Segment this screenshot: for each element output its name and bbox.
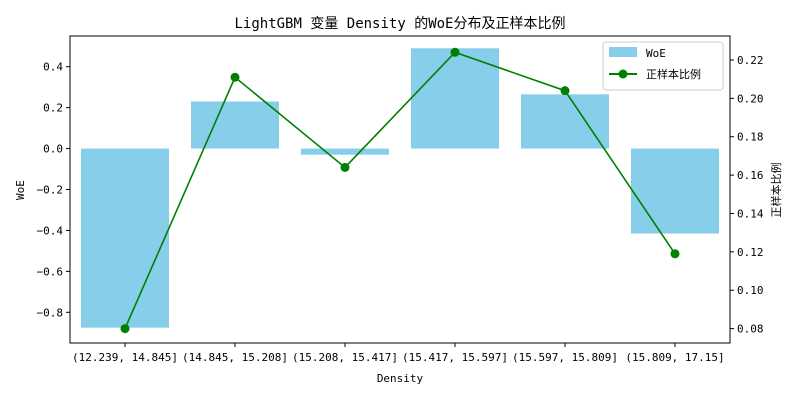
y-tick-label: 0.2 xyxy=(43,102,63,115)
positive-ratio-line xyxy=(124,51,676,329)
right-axis-ticks: 0.08 0.10 0.12 0.14 0.16 0.18 0.20 0.22 xyxy=(730,54,764,336)
y2-tick-label: 0.10 xyxy=(737,284,764,297)
bar-series-group xyxy=(81,48,719,328)
legend-ratio-label: 正样本比例 xyxy=(646,67,701,81)
positive-ratio-point xyxy=(670,249,680,259)
y2-tick-label: 0.20 xyxy=(737,92,764,105)
legend: WoE 正样本比例 xyxy=(602,41,724,91)
positive-ratio-point xyxy=(560,86,570,96)
y2-tick-label: 0.22 xyxy=(737,54,764,67)
legend-ratio-marker xyxy=(618,69,628,79)
y2-tick-label: 0.08 xyxy=(737,323,764,336)
left-axis-ticks: −0.8 −0.6 −0.4 −0.2 0.0 0.2 0.4 xyxy=(37,61,70,319)
positive-ratio-point xyxy=(120,324,130,334)
y-tick-label: −0.6 xyxy=(37,265,64,278)
x-axis-label: Density xyxy=(377,372,424,385)
legend-woe-label: WoE xyxy=(646,47,666,60)
x-tick-label: (14.845, 15.208] xyxy=(182,351,288,364)
woe-bar xyxy=(411,48,499,149)
y-tick-label: −0.8 xyxy=(37,306,64,319)
positive-ratio-point xyxy=(450,47,460,57)
y2-tick-label: 0.18 xyxy=(737,131,764,144)
y2-tick-label: 0.12 xyxy=(737,246,764,259)
positive-ratio-point xyxy=(340,162,350,172)
line-series-group xyxy=(120,47,680,334)
y2-tick-label: 0.16 xyxy=(737,169,764,182)
x-axis-ticks: (12.239, 14.845] (14.845, 15.208] (15.208,… xyxy=(72,343,725,364)
woe-bar xyxy=(521,94,609,149)
y-tick-label: −0.4 xyxy=(37,224,64,237)
y-axis-label: WoE xyxy=(14,180,27,200)
y-tick-label: 0.4 xyxy=(43,61,63,74)
chart-title: LightGBM 变量 Density 的WoE分布及正样本比例 xyxy=(234,16,565,32)
woe-bar xyxy=(191,101,279,149)
woe-bar xyxy=(81,148,169,328)
legend-woe-swatch xyxy=(609,47,637,57)
y-tick-label: −0.2 xyxy=(37,184,64,197)
woe-bar xyxy=(631,148,719,234)
y-tick-label: 0.0 xyxy=(43,143,63,156)
woe-bar xyxy=(301,148,389,155)
y2-tick-label: 0.14 xyxy=(737,207,764,220)
x-tick-label: (15.597, 15.809] xyxy=(512,351,618,364)
x-tick-label: (15.208, 15.417] xyxy=(292,351,398,364)
positive-ratio-point xyxy=(230,72,240,82)
y2-axis-label: 正样本比例 xyxy=(769,163,783,218)
x-tick-label: (15.417, 15.597] xyxy=(402,351,508,364)
x-tick-label: (12.239, 14.845] xyxy=(72,351,178,364)
x-tick-label: (15.809, 17.15] xyxy=(625,351,724,364)
